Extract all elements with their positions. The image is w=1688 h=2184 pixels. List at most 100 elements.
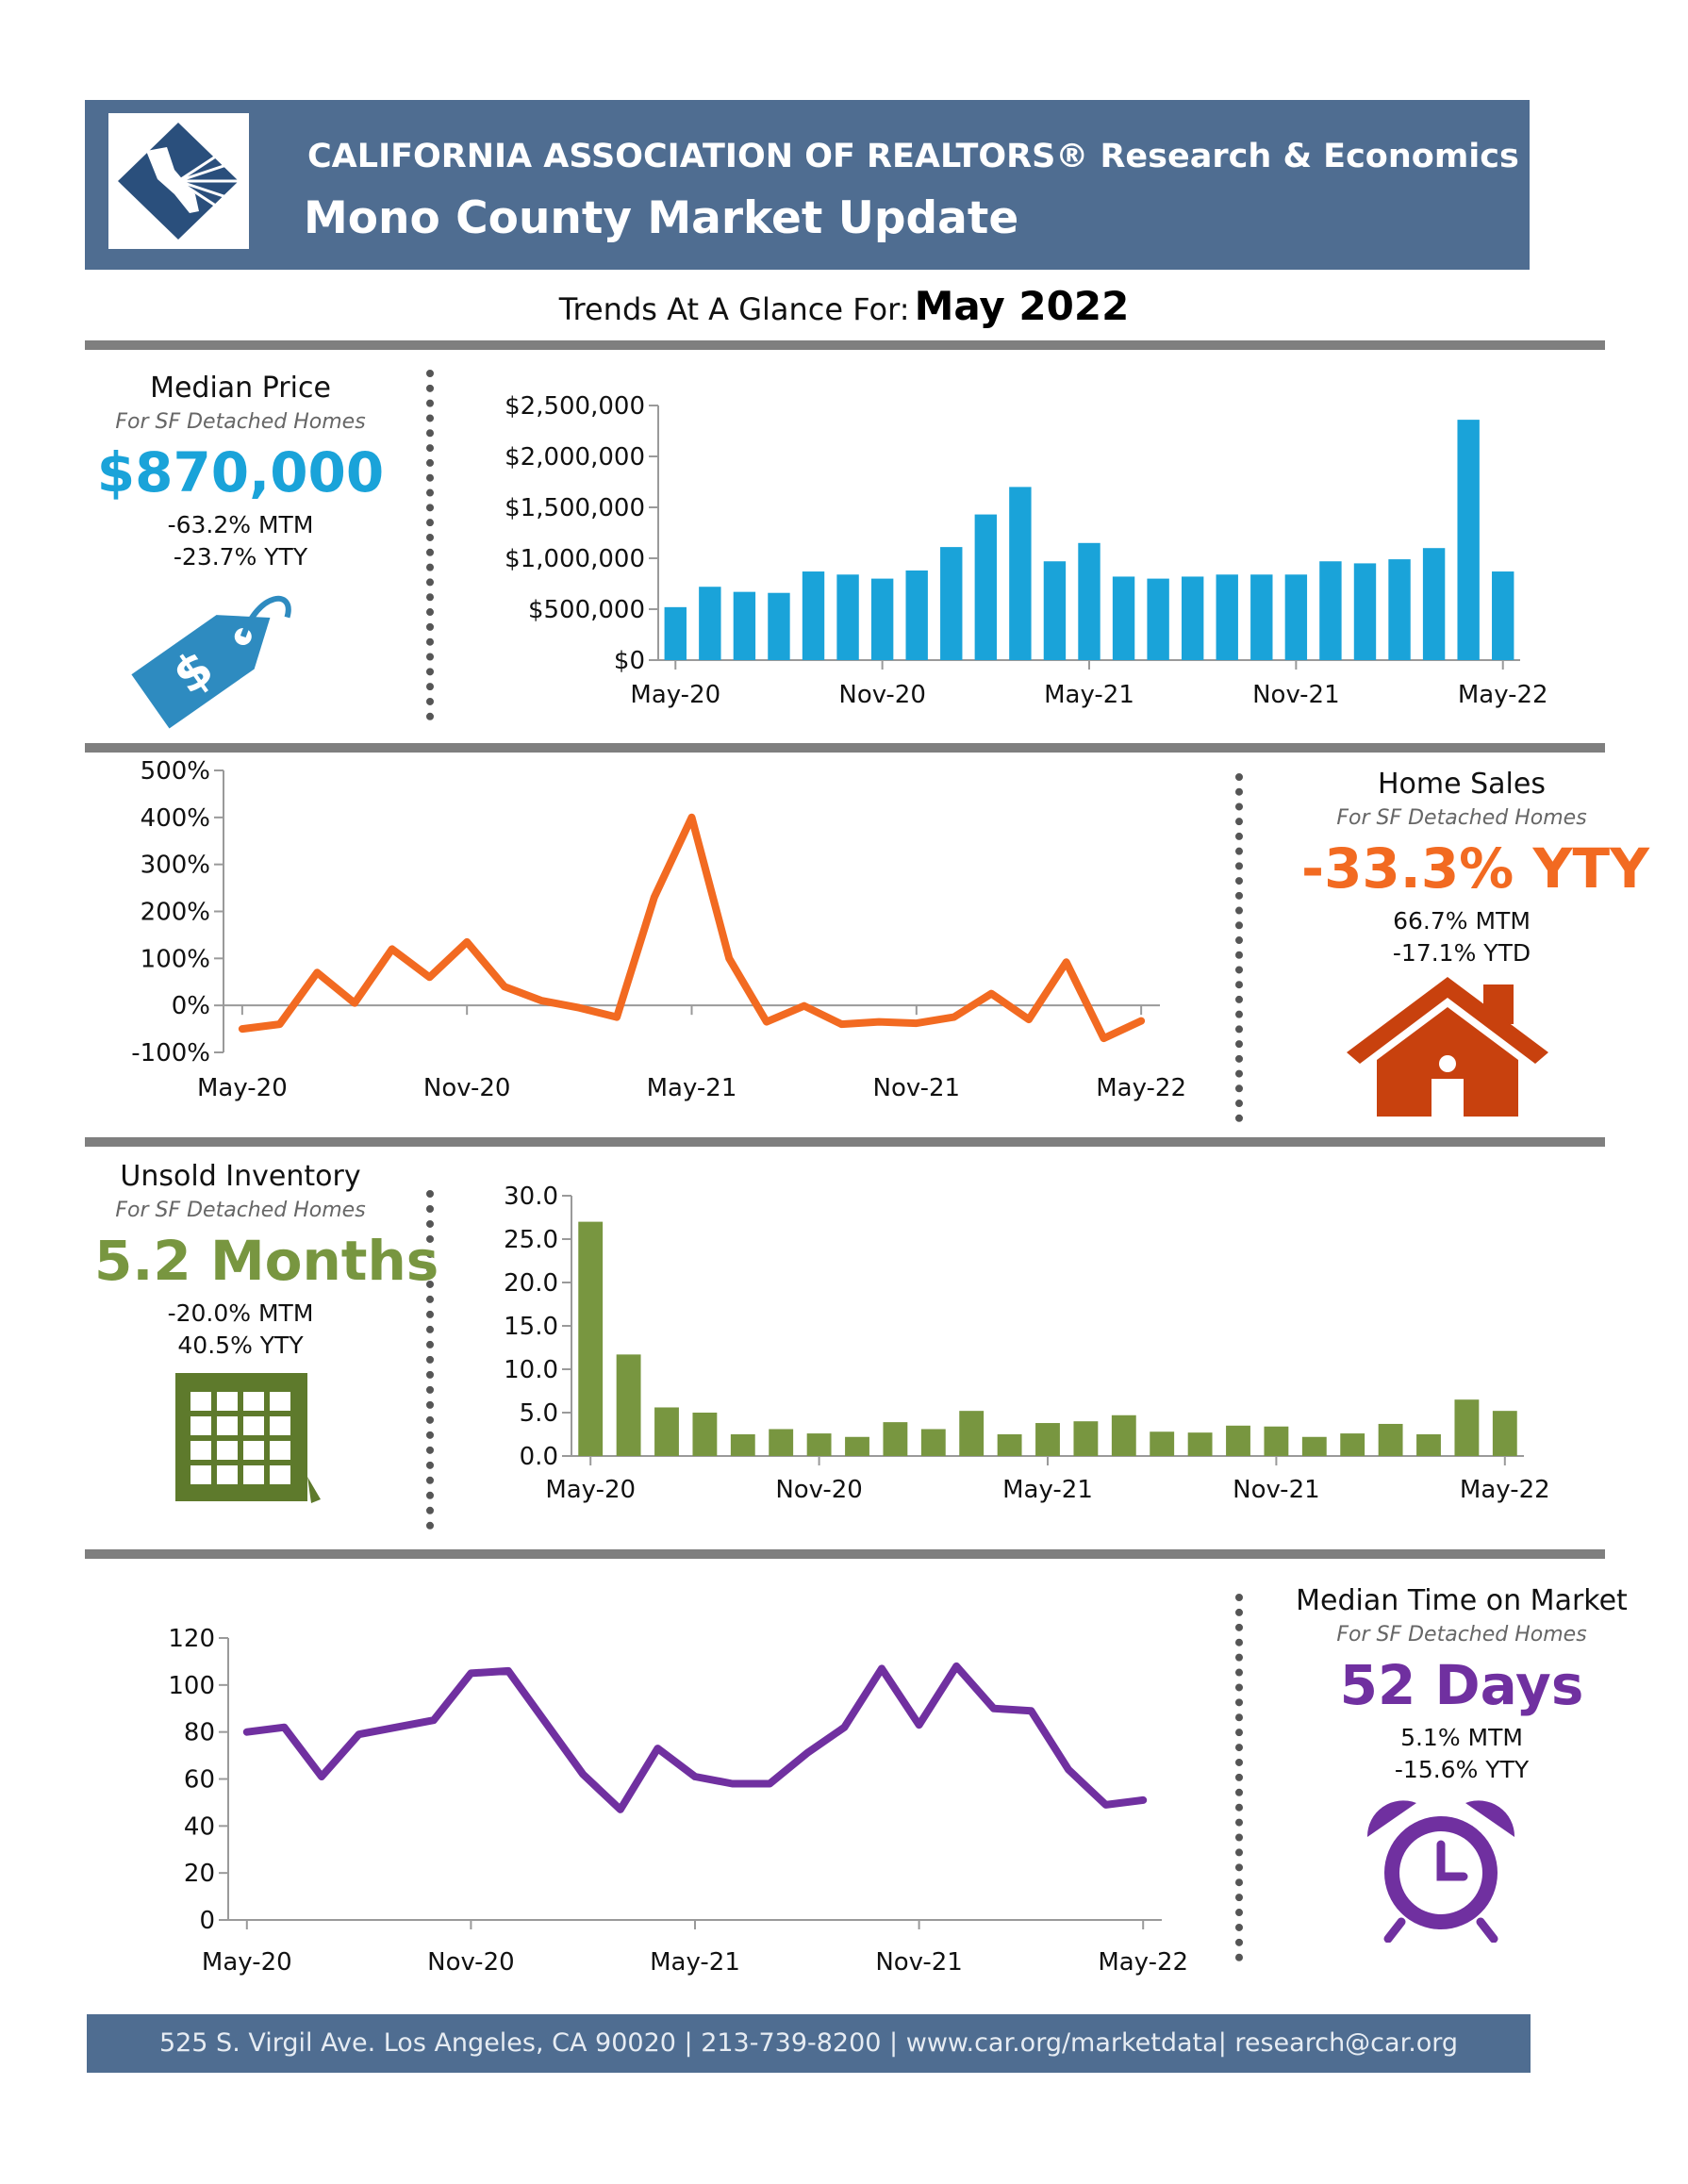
bar [1492,1411,1517,1456]
y-tick-label: 10.0 [504,1356,558,1384]
bar [1250,574,1273,660]
kpi-subtitle: For SF Detached Homes [115,410,366,434]
bar [1353,563,1377,660]
divider [85,1549,1605,1559]
bar [1284,574,1308,660]
y-tick-label: -100% [131,1039,210,1067]
y-tick-label: 100 [168,1672,215,1700]
calendar-icon [175,1373,321,1503]
y-tick-label: $2,500,000 [505,392,645,421]
y-tick-label: 60 [184,1766,215,1795]
bar [730,1434,755,1456]
bar [1492,571,1514,660]
divider [85,1137,1605,1147]
dotted-separator [426,1190,441,1530]
kpi-subtitle: For SF Detached Homes [115,1199,366,1222]
kpi-change-yty: -23.7% YTY [173,542,308,571]
y-tick-label: 120 [168,1625,215,1653]
trends-label: Trends At A Glance For: [558,291,910,327]
kpi-change-mtm: 5.1% MTM [1400,1723,1523,1751]
bar [1150,1431,1175,1456]
bar [806,1433,832,1456]
y-tick-label: $1,500,000 [505,494,645,522]
kpi-title: Median Time on Market [1296,1584,1628,1617]
y-tick-label: $0 [614,647,645,675]
org-name: CALIFORNIA ASSOCIATION OF REALTORS® Rese… [307,138,1519,175]
y-tick-label: 300% [141,852,210,880]
y-tick-label: 100% [141,945,210,973]
kpi-title: Home Sales [1378,768,1546,801]
y-tick-label: 20 [184,1860,215,1888]
footer-contact: 525 S. Virgil Ave. Los Angeles, CA 90020… [87,2014,1531,2073]
x-tick-label: Nov-20 [423,1074,511,1102]
header-banner [85,100,1530,270]
x-tick-label: May-22 [1458,681,1548,709]
bar [1073,1421,1099,1456]
x-tick-label: Nov-21 [1233,1476,1320,1504]
x-tick-label: May-22 [1460,1476,1550,1504]
x-tick-label: May-22 [1098,1948,1188,1977]
bar [699,587,721,660]
y-tick-label: 400% [141,804,210,833]
y-tick-label: $500,000 [528,596,645,624]
x-tick-label: Nov-20 [775,1476,863,1504]
y-tick-label: 40 [184,1812,215,1841]
kpi-median-price: Median Price For SF Detached Homes $870,… [94,372,387,572]
house-icon [1347,977,1548,1117]
bar [692,1413,718,1456]
kpi-value: $870,000 [96,440,385,505]
y-tick-label: $2,000,000 [505,443,645,472]
x-tick-label: May-21 [650,1948,740,1977]
y-tick-label: 30.0 [504,1183,558,1211]
x-tick-label: Nov-20 [838,681,926,709]
x-tick-label: May-22 [1096,1074,1186,1102]
bar [1043,561,1067,660]
bar [905,570,928,660]
x-tick-label: May-21 [1044,681,1134,709]
bar [616,1354,641,1456]
bar [940,547,963,660]
y-tick-label: 15.0 [504,1313,558,1341]
kpi-unsold-inventory: Unsold Inventory For SF Detached Homes 5… [94,1160,439,1361]
kpi-change-mtm: -20.0% MTM [167,1299,314,1327]
bar [1319,561,1342,660]
bar [1035,1423,1060,1456]
report-date: May 2022 [914,283,1130,329]
divider [85,340,1605,350]
x-tick-label: May-20 [630,681,720,709]
car-logo [108,113,249,249]
bar [578,1221,604,1456]
y-tick-label: 500% [141,757,210,786]
kpi-change-mtm: 66.7% MTM [1393,906,1531,935]
bar [1264,1426,1289,1456]
y-tick-label: 0 [199,1907,215,1935]
x-tick-label: May-20 [545,1476,636,1504]
kpi-title: Median Price [150,372,331,405]
kpi-home-sales: Home Sales For SF Detached Homes -33.3% … [1301,768,1649,968]
bar [1340,1433,1365,1456]
kpi-value: 52 Days [1339,1653,1584,1717]
trends-heading: Trends At A Glance For: May 2022 [0,283,1688,329]
dotted-separator [426,370,441,720]
bar [974,514,998,660]
kpi-change-ytd: -17.1% YTD [1392,938,1531,967]
x-tick-label: Nov-20 [427,1948,515,1977]
kpi-subtitle: For SF Detached Homes [1336,806,1587,830]
kpi-title: Unsold Inventory [120,1160,361,1193]
home-sales-chart: -100% 0% 100% 200% 300% 400% 500% May-20 Nov-20 M… [131,757,1186,1102]
x-tick-label: Nov-21 [875,1948,963,1977]
bar [1181,576,1204,660]
x-tick-label: Nov-21 [873,1074,961,1102]
y-tick-label: 0.0 [520,1443,558,1471]
page-title: Mono County Market Update [304,192,1019,244]
x-tick-label: May-20 [197,1074,288,1102]
x-tick-label: May-20 [202,1948,292,1977]
california-logo-icon [118,123,242,240]
x-tick-label: May-21 [1002,1476,1093,1504]
kpi-median-time-on-market: Median Time on Market For SF Detached Ho… [1292,1584,1631,1785]
kpi-change-yty: -15.6% YTY [1394,1755,1530,1783]
unsold-inventory-chart: 0.0 5.0 10.0 15.0 20.0 25.0 30.0 May-20 Nov-20 Ma… [504,1183,1550,1504]
bar [1422,548,1446,660]
kpi-value: 5.2 Months [94,1229,439,1293]
bar [870,578,894,660]
